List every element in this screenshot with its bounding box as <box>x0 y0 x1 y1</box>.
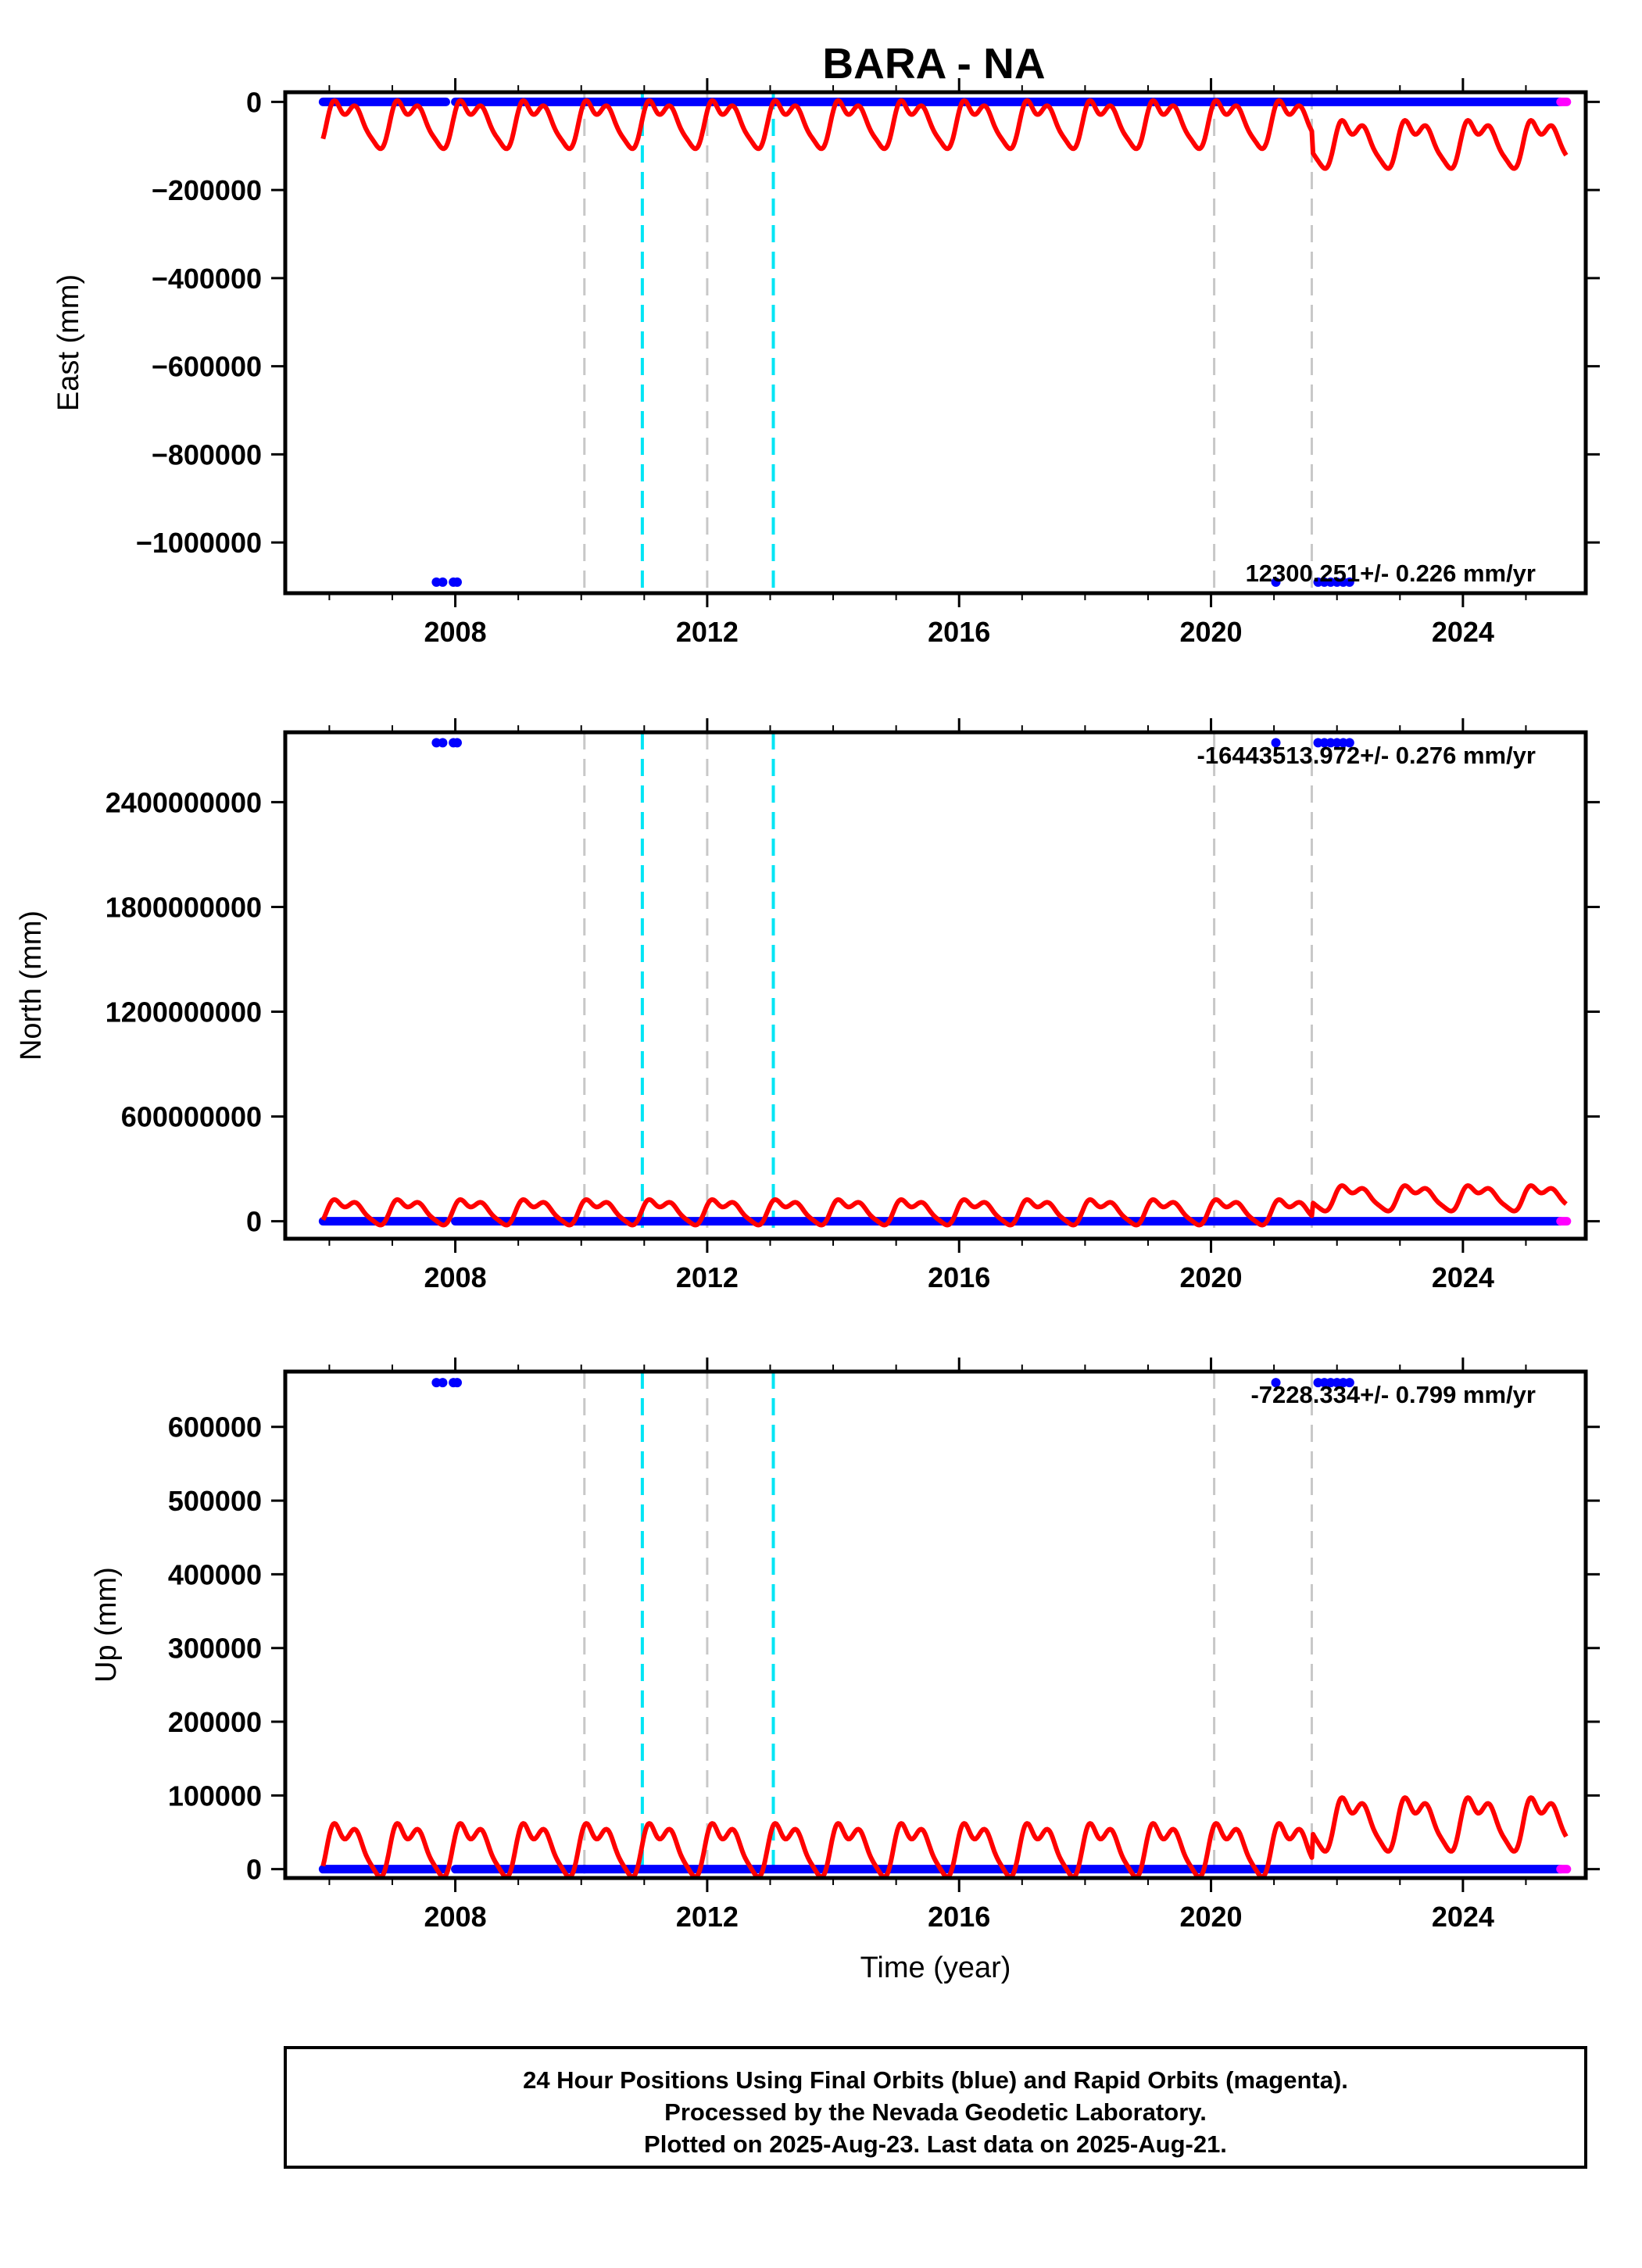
x-tick-label: 2016 <box>928 616 990 648</box>
velocity-annotation: 12300.251+/- 0.226 mm/yr <box>1246 560 1536 587</box>
model-curve <box>320 98 1569 171</box>
footer-box: 24 Hour Positions Using Final Orbits (bl… <box>284 2046 1587 2169</box>
footer-line-1: 24 Hour Positions Using Final Orbits (bl… <box>523 2066 1348 2094</box>
plot-frame <box>283 90 1588 596</box>
velocity-annotation: -16443513.972+/- 0.276 mm/yr <box>1197 742 1536 769</box>
footer-line-3: Plotted on 2025-Aug-23. Last data on 202… <box>644 2130 1227 2158</box>
x-tick-label: 2020 <box>1179 1261 1242 1293</box>
outlier-point <box>1344 738 1354 748</box>
y-tick-label: −600000 <box>152 351 262 383</box>
y-tick-label: 400000 <box>168 1558 262 1590</box>
x-tick-label: 2012 <box>676 1901 739 1933</box>
up-panel: 2008 2012 2016 2020 2024 0 100000 200000 300000 4… <box>90 1358 1600 1984</box>
outlier-point <box>1271 1378 1281 1388</box>
outlier-point <box>452 577 462 587</box>
y-axis-label: East (mm) <box>52 274 85 411</box>
x-tick-label: 2012 <box>676 1261 739 1293</box>
x-tick-label: 2020 <box>1179 1901 1242 1933</box>
outlier-point <box>1344 1378 1354 1388</box>
outlier-point <box>438 738 448 748</box>
outlier-point <box>452 1378 462 1388</box>
x-tick-label: 2020 <box>1179 616 1242 648</box>
velocity-annotation: -7228.334+/- 0.799 mm/yr <box>1250 1381 1536 1408</box>
east-panel: 2008 2012 2016 2020 2024 0 −200000 −400000 −6000… <box>52 78 1600 648</box>
y-tick-label: 0 <box>246 1206 262 1238</box>
x-tick-label: 2008 <box>424 1901 487 1933</box>
y-tick-label: 0 <box>246 86 262 118</box>
x-tick-label: 2024 <box>1432 1261 1494 1293</box>
y-tick-label: 500000 <box>168 1485 262 1517</box>
y-tick-label: 200000 <box>168 1706 262 1738</box>
y-tick-label: 0 <box>246 1854 262 1886</box>
x-axis-label: Time (year) <box>860 1951 1011 1984</box>
y-tick-label: 100000 <box>168 1780 262 1812</box>
chart-title: BARA - NA <box>822 39 1045 88</box>
y-tick-label: 300000 <box>168 1633 262 1665</box>
outlier-point <box>1271 738 1281 748</box>
plot-frame <box>283 1369 1588 1880</box>
outlier-point <box>1344 577 1354 587</box>
y-tick-label: 1200000000 <box>106 996 262 1028</box>
y-tick-label: −1000000 <box>136 527 262 559</box>
x-tick-label: 2016 <box>928 1901 990 1933</box>
x-tick-label: 2024 <box>1432 1901 1494 1933</box>
model-curve <box>320 1183 1568 1228</box>
x-tick-label: 2024 <box>1432 616 1494 648</box>
outlier-point <box>1271 577 1281 587</box>
footer-line-2: Processed by the Nevada Geodetic Laborat… <box>664 2098 1207 2126</box>
y-tick-label: −800000 <box>152 438 262 470</box>
x-tick-label: 2016 <box>928 1261 990 1293</box>
x-tick-label: 2008 <box>424 616 487 648</box>
y-tick-label: 600000 <box>168 1411 262 1443</box>
outlier-point <box>438 577 448 587</box>
x-tick-label: 2008 <box>424 1261 487 1293</box>
y-tick-label: 1800000000 <box>106 891 262 923</box>
y-tick-label: 600000000 <box>121 1101 262 1133</box>
x-tick-label: 2012 <box>676 616 739 648</box>
y-tick-label: 2400000000 <box>106 786 262 818</box>
outlier-point <box>438 1378 448 1388</box>
model-curve <box>320 1795 1569 1879</box>
footer-frame <box>284 2046 1587 2169</box>
y-tick-label: −200000 <box>152 174 262 206</box>
y-tick-label: −400000 <box>152 263 262 295</box>
plot-frame <box>283 730 1588 1241</box>
outlier-point <box>452 738 462 748</box>
y-axis-label: Up (mm) <box>90 1567 123 1683</box>
north-panel: 2008 2012 2016 2020 2024 0 600000000 1200000000… <box>15 718 1600 1293</box>
y-axis-label: North (mm) <box>15 910 48 1061</box>
